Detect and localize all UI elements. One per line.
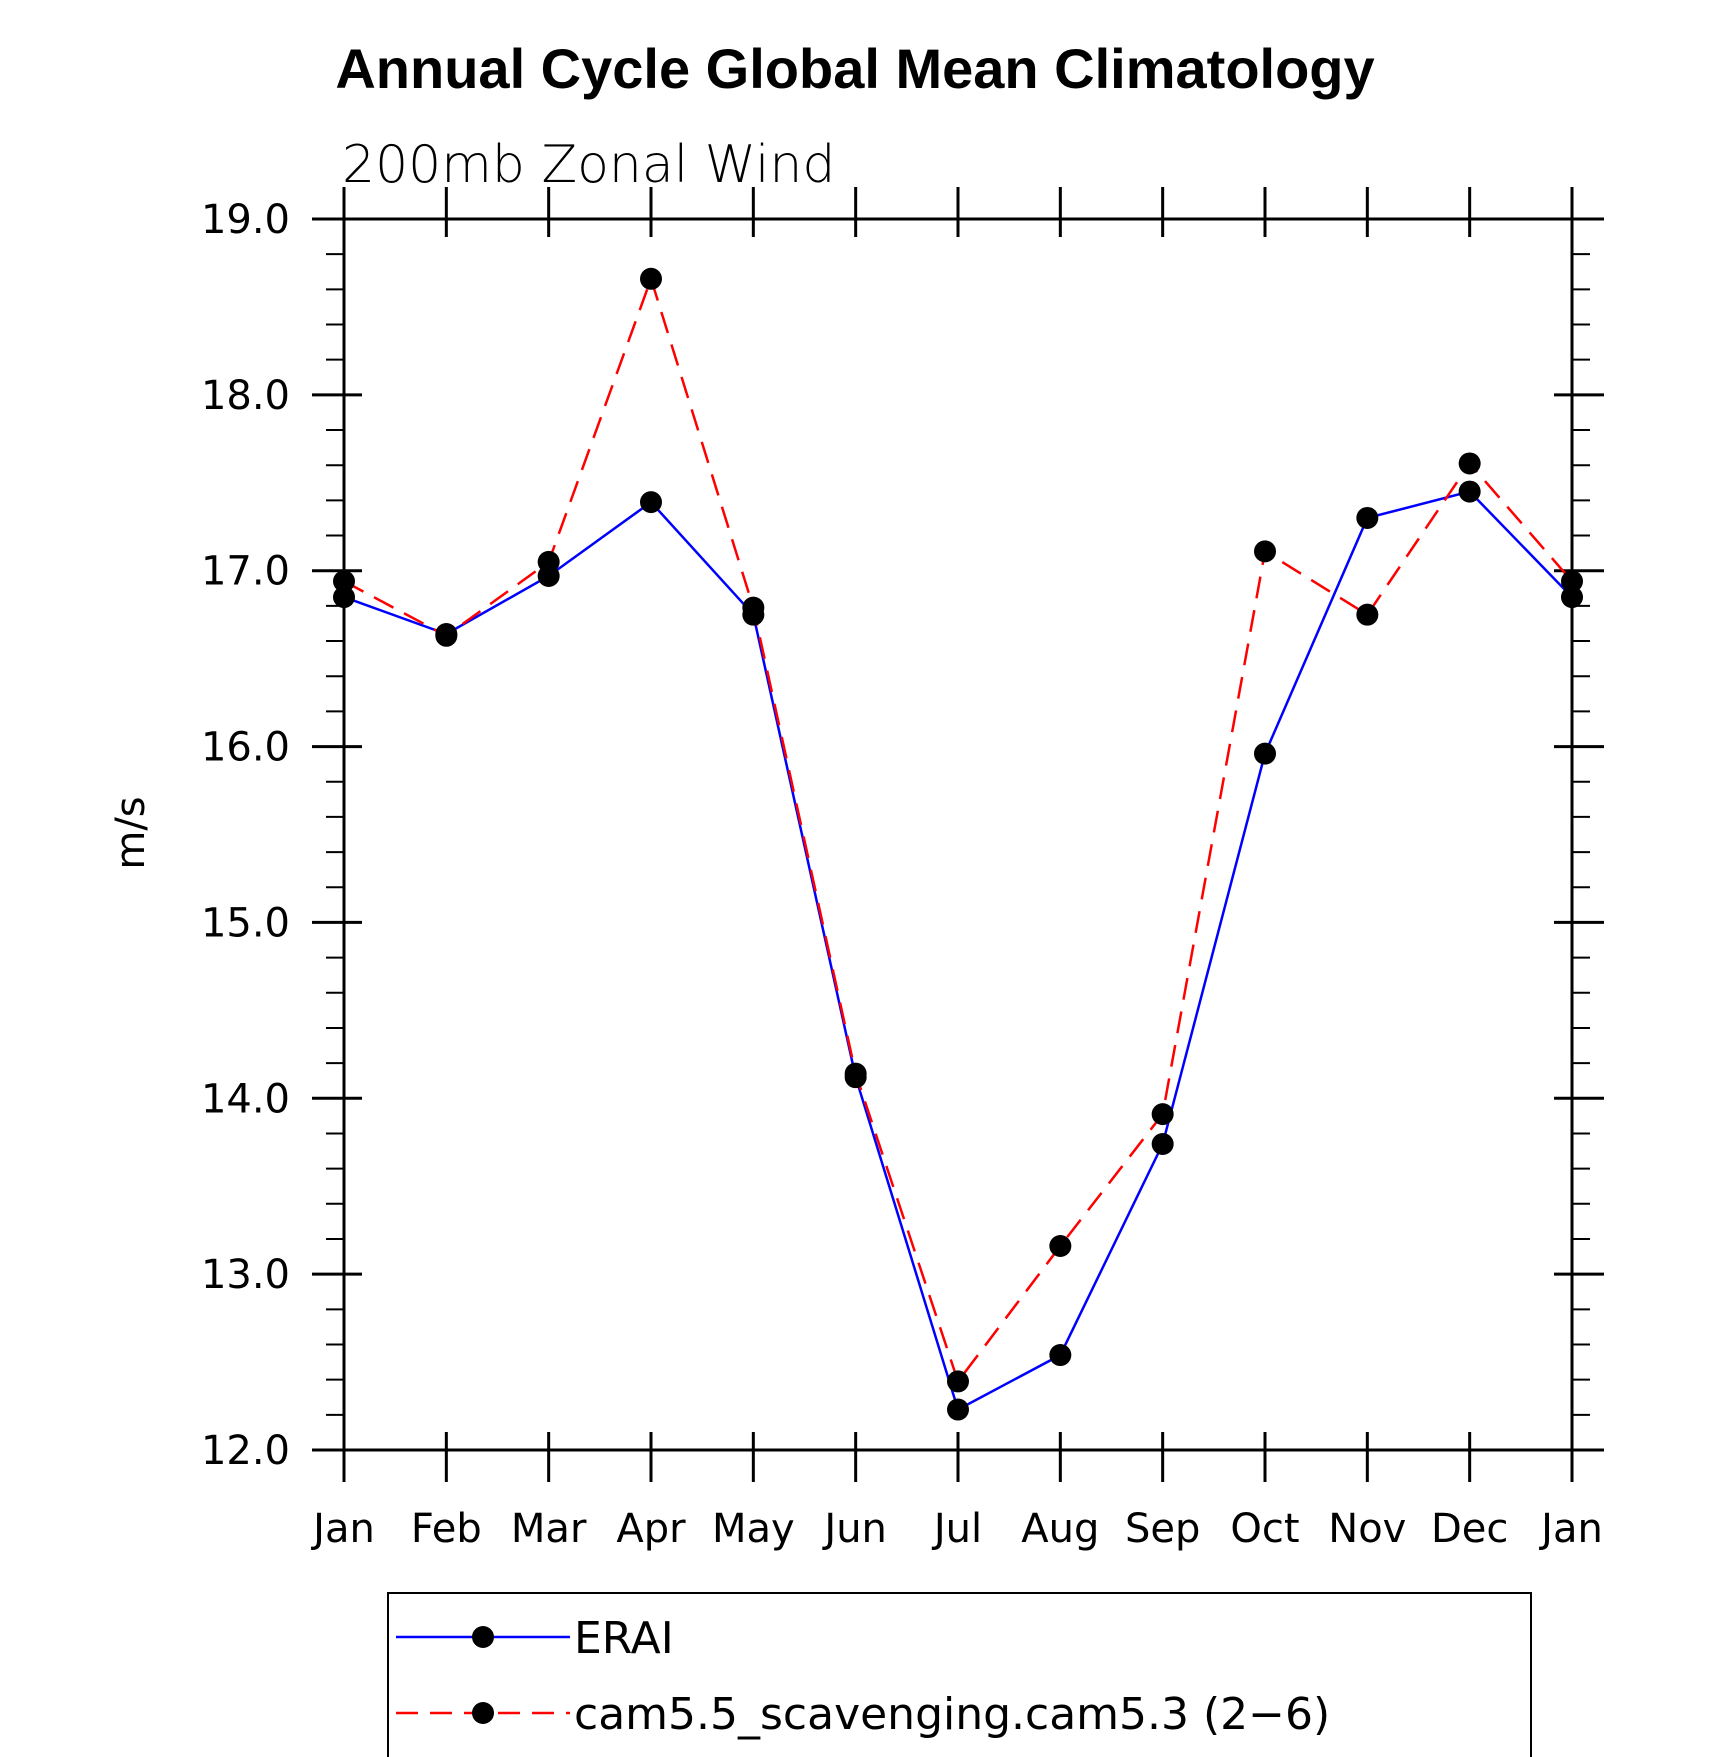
x-tick-label: Jan: [1538, 1506, 1603, 1552]
y-tick-label: 15.0: [201, 900, 290, 946]
legend-box: [387, 1592, 1532, 1757]
x-tick-label: Apr: [616, 1506, 686, 1552]
data-point-cam: [742, 596, 765, 619]
y-tick-labels: 12.0 13.0 14.0 15.0 16.0 17.0 18.0 19.0: [201, 197, 290, 1474]
x-tick-label: Jun: [821, 1506, 887, 1552]
data-point-cam: [1151, 1103, 1174, 1126]
data-point-cam: [435, 624, 458, 647]
data-point-cam: [537, 550, 560, 573]
legend-marker-erai: [472, 1626, 494, 1648]
y-tick-label: 12.0: [201, 1428, 290, 1474]
data-point-cam: [1458, 452, 1481, 475]
data-point-erai: [333, 586, 355, 609]
y-tick-label: 18.0: [201, 373, 290, 419]
legend: ERAI cam5.5_scavenging.cam5.3 (2−6): [387, 1592, 1532, 1757]
series-layer: [333, 267, 1583, 1421]
data-point-erai: [1458, 480, 1481, 503]
x-tick-label: Jul: [931, 1506, 982, 1552]
series-line-erai: [343, 490, 1573, 1412]
data-point-cam: [844, 1062, 867, 1085]
chart-title: Annual Cycle Global Mean Climatology: [335, 37, 1374, 100]
y-tick-label: 14.0: [201, 1076, 290, 1122]
x-tick-label: Aug: [1021, 1506, 1099, 1552]
x-tick-label: May: [712, 1506, 795, 1552]
x-tick-label: Mar: [511, 1506, 587, 1552]
data-point-cam: [1254, 540, 1276, 563]
x-tick-labels: Jan Feb Mar Apr May Jun Jul Aug Sep Oct Nov Dec Jan: [310, 1506, 1603, 1552]
data-point-erai: [947, 1398, 969, 1421]
data-point-erai: [1049, 1344, 1072, 1367]
axis-ticks: [312, 187, 1604, 1482]
x-tick-label: Dec: [1431, 1506, 1508, 1552]
x-tick-label: Jan: [310, 1506, 375, 1552]
plot-frame: [342, 217, 1574, 1452]
y-tick-label: 13.0: [201, 1252, 290, 1298]
series-line-cam: [343, 274, 1573, 1385]
legend-label-cam: cam5.5_scavenging.cam5.3 (2−6): [574, 1689, 1330, 1740]
y-axis-label: m/s: [108, 796, 154, 869]
x-tick-label: Nov: [1328, 1506, 1406, 1552]
x-tick-label: Oct: [1230, 1506, 1299, 1552]
data-point-erai: [640, 491, 662, 514]
legend-label-erai: ERAI: [574, 1613, 674, 1664]
data-point-cam: [1049, 1235, 1072, 1258]
data-point-cam: [1356, 603, 1379, 626]
x-tick-label: Sep: [1125, 1506, 1200, 1552]
data-point-erai: [1561, 586, 1583, 609]
data-point-erai: [1356, 506, 1379, 529]
data-point-cam: [333, 570, 355, 593]
data-point-cam: [947, 1370, 969, 1393]
x-tick-label: Feb: [411, 1506, 482, 1552]
data-point-erai: [1254, 742, 1276, 765]
y-tick-label: 17.0: [201, 549, 290, 595]
chart-subtitle: 200mb Zonal Wind: [342, 135, 835, 195]
data-point-erai: [1151, 1133, 1174, 1156]
data-point-cam: [1561, 570, 1583, 593]
legend-marker-cam: [472, 1702, 494, 1724]
y-tick-label: 19.0: [201, 197, 290, 243]
y-tick-label: 16.0: [201, 725, 290, 771]
data-point-cam: [640, 267, 662, 290]
